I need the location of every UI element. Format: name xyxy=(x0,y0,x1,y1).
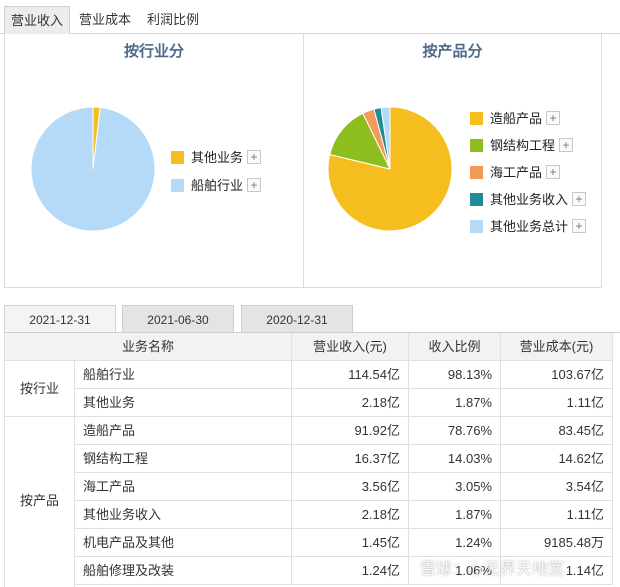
table-row-name: 其他业务收入 xyxy=(75,501,292,529)
date-tab-2021-12-31[interactable]: 2021-12-31 xyxy=(4,305,116,333)
industry-panel: 按行业分 其他业务 + 船舶行业 + xyxy=(4,34,304,288)
group-label-product: 按产品 xyxy=(4,417,75,587)
date-tab-2021-06-30[interactable]: 2021-06-30 xyxy=(122,305,234,333)
legend-swatch xyxy=(470,220,483,233)
legend-item-shipping-industry: 船舶行业 + xyxy=(171,178,301,194)
table-cell-ratio: 78.76% xyxy=(409,417,501,445)
tab-revenue[interactable]: 营业收入 xyxy=(4,6,70,34)
table-cell-revenue: 2.18亿 xyxy=(292,389,409,417)
table-cell-revenue: 16.37亿 xyxy=(292,445,409,473)
legend-label: 钢结构工程 xyxy=(490,138,556,153)
table-row-name: 机电产品及其他 xyxy=(75,529,292,557)
table-cell-cost: 103.67亿 xyxy=(501,361,613,389)
table-cell-cost: 1.11亿 xyxy=(501,501,613,529)
legend-swatch xyxy=(470,193,483,206)
expand-plus-icon[interactable]: + xyxy=(247,150,261,164)
table-cell-revenue: 1.24亿 xyxy=(292,557,409,585)
tab-profit-ratio[interactable]: 利润比例 xyxy=(146,12,199,27)
pie-slice-2[interactable] xyxy=(30,106,156,232)
table-cell-revenue: 1.45亿 xyxy=(292,529,409,557)
table-cell-ratio: 98.13% xyxy=(409,361,501,389)
table-cell-ratio: 14.03% xyxy=(409,445,501,473)
legend-swatch xyxy=(470,112,483,125)
legend-item-steel-structure: 钢结构工程 + xyxy=(470,138,600,154)
header-revenue: 营业收入(元) xyxy=(292,333,409,361)
product-legend: 造船产品 + 钢结构工程 + 海工产品 + 其他业务收入 + 其他业务总计 + xyxy=(470,111,600,241)
expand-plus-icon[interactable]: + xyxy=(572,219,586,233)
table-cell-cost: 83.45亿 xyxy=(501,417,613,445)
revenue-table: 业务名称 营业收入(元) 收入比例 营业成本(元) 按行业 船舶行业 114.5… xyxy=(4,332,620,587)
table-row-name: 海工产品 xyxy=(75,473,292,501)
table-cell-ratio: 1.06% xyxy=(409,557,501,585)
legend-label: 其他业务收入 xyxy=(490,192,569,207)
table-cell-cost: 3.54亿 xyxy=(501,473,613,501)
table-cell-cost: 1.14亿 xyxy=(501,557,613,585)
legend-item-offshore: 海工产品 + xyxy=(470,165,600,181)
header-business-name: 业务名称 xyxy=(4,333,292,361)
top-tab-bar: 营业收入 营业成本 利润比例 xyxy=(0,0,620,34)
legend-swatch xyxy=(470,166,483,179)
tab-cost[interactable]: 营业成本 xyxy=(78,12,131,27)
industry-legend: 其他业务 + 船舶行业 + xyxy=(171,150,301,210)
pie-slice-2[interactable] xyxy=(329,112,391,170)
legend-label: 海工产品 xyxy=(490,165,543,180)
table-row-name: 船舶修理及改装 xyxy=(75,557,292,585)
table-cell-cost: 1.11亿 xyxy=(501,389,613,417)
table-cell-cost: 9185.48万 xyxy=(501,529,613,557)
table-row-name: 其他业务 xyxy=(75,389,292,417)
expand-plus-icon[interactable]: + xyxy=(247,178,261,192)
table-cell-revenue: 91.92亿 xyxy=(292,417,409,445)
legend-swatch xyxy=(470,139,483,152)
expand-plus-icon[interactable]: + xyxy=(546,111,560,125)
header-cost: 营业成本(元) xyxy=(501,333,613,361)
table-cell-cost: 14.62亿 xyxy=(501,445,613,473)
group-label-industry: 按行业 xyxy=(4,361,75,417)
legend-item-other-income: 其他业务收入 + xyxy=(470,192,600,208)
table-cell-revenue: 114.54亿 xyxy=(292,361,409,389)
pie-slice-5[interactable] xyxy=(380,106,391,170)
table-cell-ratio: 3.05% xyxy=(409,473,501,501)
industry-panel-title: 按行业分 xyxy=(123,43,184,60)
legend-label: 其他业务总计 xyxy=(490,219,569,234)
legend-swatch xyxy=(171,179,184,192)
table-row-name: 钢结构工程 xyxy=(75,445,292,473)
watermark: 雪球：心无界天地宽 xyxy=(420,561,565,578)
table-cell-revenue: 2.18亿 xyxy=(292,501,409,529)
product-pie-chart xyxy=(327,106,453,232)
expand-plus-icon[interactable]: + xyxy=(559,138,573,152)
legend-item-shipbuilding: 造船产品 + xyxy=(470,111,600,127)
expand-plus-icon[interactable]: + xyxy=(572,192,586,206)
legend-label: 造船产品 xyxy=(490,111,543,126)
table-cell-ratio: 1.24% xyxy=(409,529,501,557)
industry-pie-chart xyxy=(30,106,156,232)
table-row-name: 船舶行业 xyxy=(75,361,292,389)
legend-swatch xyxy=(171,151,184,164)
legend-item-other-business: 其他业务 + xyxy=(171,150,301,166)
expand-plus-icon[interactable]: + xyxy=(546,165,560,179)
table-row-name: 造船产品 xyxy=(75,417,292,445)
table-cell-ratio: 1.87% xyxy=(409,389,501,417)
legend-label: 其他业务 xyxy=(191,150,244,165)
table-cell-revenue: 3.56亿 xyxy=(292,473,409,501)
product-panel-title: 按产品分 xyxy=(422,43,483,60)
table-cell-ratio: 1.87% xyxy=(409,501,501,529)
legend-item-other-total: 其他业务总计 + xyxy=(470,219,600,235)
header-revenue-ratio: 收入比例 xyxy=(409,333,501,361)
legend-label: 船舶行业 xyxy=(191,178,244,193)
date-tab-2020-12-31[interactable]: 2020-12-31 xyxy=(241,305,353,333)
product-panel: 按产品分 造船产品 + 钢结构工程 + 海工产品 + 其他业务收入 + 其他业务… xyxy=(303,34,602,288)
